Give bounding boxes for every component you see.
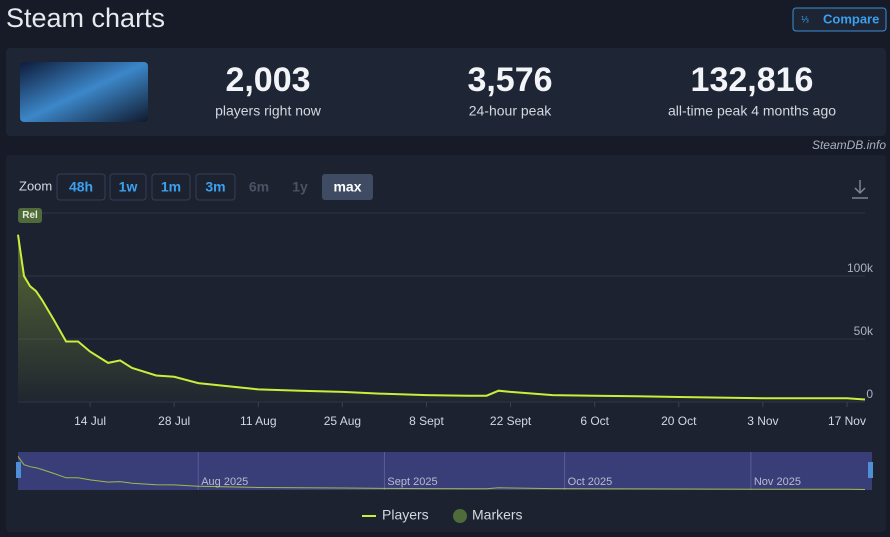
legend-label[interactable]: Markers <box>472 507 523 523</box>
stat-label: 24-hour peak <box>469 103 553 119</box>
stat-label: players right now <box>215 103 322 119</box>
legend-label[interactable]: Players <box>382 507 429 523</box>
download-icon[interactable] <box>852 180 868 199</box>
navigator-line <box>17 456 866 490</box>
legend-swatch <box>453 509 467 523</box>
stat-value: 2,003 <box>225 61 310 99</box>
navigator-handle[interactable] <box>16 462 21 478</box>
marker <box>18 208 42 223</box>
zoom-button-label: 1y <box>292 179 308 195</box>
navigator-label: Aug 2025 <box>201 476 248 488</box>
chart-panel <box>6 155 886 532</box>
credit: SteamDB.info <box>812 138 886 152</box>
x-tick-label: 8 Sept <box>409 414 444 428</box>
stat-value: 132,816 <box>691 61 814 99</box>
stat-label: all-time peak 4 months ago <box>668 103 836 119</box>
navigator-label: Oct 2025 <box>568 476 613 488</box>
x-tick-label: 20 Oct <box>661 414 697 428</box>
compare-button[interactable] <box>792 7 887 32</box>
zoom-button[interactable] <box>322 174 373 200</box>
marker-label: Rel <box>22 210 38 221</box>
zoom-button[interactable] <box>56 173 106 201</box>
x-tick-label: 22 Sept <box>490 414 532 428</box>
zoom-button-label: 1w <box>119 179 138 195</box>
navigator-selection[interactable] <box>18 452 872 490</box>
x-tick-label: 17 Nov <box>828 414 866 428</box>
zoom-button-label: 1m <box>161 179 181 195</box>
page-title: Steam charts <box>6 3 165 33</box>
navigator-label: Sept 2025 <box>387 476 437 488</box>
zoom-button[interactable] <box>109 173 147 201</box>
zoom-label: Zoom <box>19 178 52 193</box>
zoom-button-label: max <box>333 179 361 195</box>
zoom-button[interactable] <box>195 173 236 201</box>
zoom-button-label: 3m <box>205 179 225 195</box>
x-tick-label: 28 Jul <box>158 414 190 428</box>
zoom-button-label: 48h <box>69 179 93 195</box>
game-thumbnail <box>20 62 148 122</box>
area <box>18 234 865 402</box>
zoom-button-label: 6m <box>249 179 269 195</box>
stats-panel <box>6 48 886 136</box>
navigator-label: Nov 2025 <box>754 476 801 488</box>
navigator-handle[interactable] <box>868 462 873 478</box>
zoom-button[interactable] <box>151 173 191 201</box>
stat-value: 3,576 <box>467 61 552 99</box>
y-tick-label: 0 <box>866 387 873 401</box>
x-tick-label: 3 Nov <box>747 414 778 428</box>
x-tick-label: 25 Aug <box>324 414 361 428</box>
compare-label[interactable]: Compare <box>823 11 879 26</box>
y-tick-label: 100k <box>847 261 874 275</box>
y-tick-label: 50k <box>854 324 874 338</box>
x-tick-label: 14 Jul <box>74 414 106 428</box>
line <box>17 234 866 401</box>
compare-icon: ⅓ <box>801 14 809 24</box>
x-tick-label: 11 Aug <box>240 414 276 428</box>
x-tick-label: 6 Oct <box>580 414 609 428</box>
